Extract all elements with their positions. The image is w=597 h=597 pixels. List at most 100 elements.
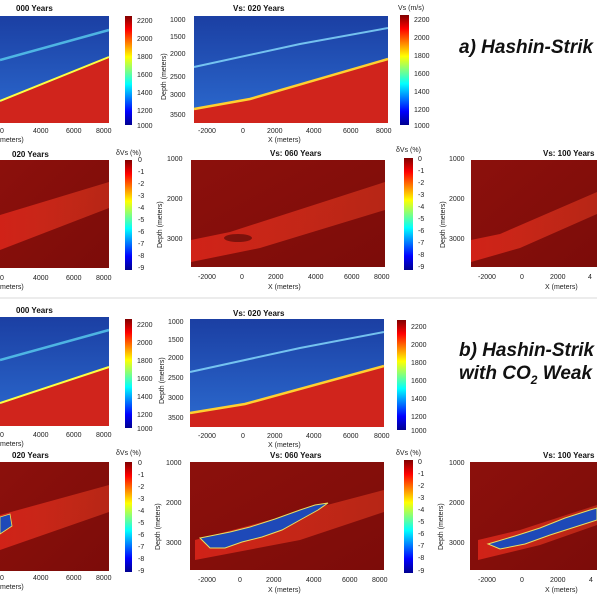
x-axis-label: meters)	[0, 284, 24, 291]
y-axis-label: Depth (meters)	[157, 201, 164, 248]
x-tick: 8000	[372, 577, 388, 584]
x-tick: 2000	[268, 274, 284, 281]
cbar-tick: -4	[418, 204, 424, 211]
x-tick: 0	[238, 577, 242, 584]
panel-a-dvs-060: Vs: 060 Years δVs (%) 1000 2000 3000 Dep…	[157, 147, 424, 291]
x-axis-label: meters)	[0, 441, 24, 448]
y-tick: 3000	[166, 540, 182, 547]
panel-title: Vs: 020 Years	[233, 4, 285, 13]
cbar-tick: 1400	[137, 90, 153, 97]
cbar-tick: -9	[138, 568, 144, 575]
y-tick: 3000	[167, 236, 183, 243]
y-ticks: 1000 2000 3000	[167, 156, 183, 243]
x-axis-label: meters)	[0, 584, 24, 591]
high-velocity-layer	[0, 58, 109, 123]
x-tick: 0	[0, 128, 4, 135]
low-velocity-streak	[0, 328, 110, 362]
cbar-tick: -5	[138, 520, 144, 527]
cbar-tick: -7	[138, 544, 144, 551]
x-tick: -2000	[198, 433, 216, 440]
section-a-heading: a) Hashin-Strik	[459, 37, 595, 58]
x-axis-label: X (meters)	[268, 442, 301, 449]
low-velocity-streak	[0, 28, 110, 62]
x-tick: 2000	[550, 274, 566, 281]
panel-b-dvs-060: Vs: 060 Years δVs (%) 1000 2000 3000 Dep…	[155, 450, 424, 594]
cbar-tick: -6	[138, 229, 144, 236]
colorbar-ticks: 0 -1 -2 -3 -4 -5 -6 -7 -8 -9	[418, 459, 424, 575]
y-tick: 2000	[166, 500, 182, 507]
x-tick: 8000	[374, 274, 390, 281]
x-tick: 0	[241, 128, 245, 135]
cbar-tick: 1400	[414, 89, 430, 96]
cbar-tick: -8	[418, 555, 424, 562]
colorbar	[400, 15, 409, 125]
velocity-change-plume	[0, 485, 109, 550]
y-axis-label: Depth (meters)	[438, 503, 445, 550]
x-tick: 6000	[66, 432, 82, 439]
x-ticks: -2000 0 2000 4	[478, 577, 593, 584]
colorbar-label: δVs (%)	[116, 450, 141, 457]
cbar-tick: 1600	[414, 71, 430, 78]
cbar-tick: 1400	[137, 394, 153, 401]
y-tick: 1000	[449, 460, 465, 467]
cbar-tick: 2200	[137, 18, 153, 25]
x-tick: 0	[241, 433, 245, 440]
cbar-tick: 1800	[137, 358, 153, 365]
x-tick: 8000	[96, 275, 112, 282]
section-b-heading: b) Hashin-Strik	[459, 340, 596, 361]
cbar-tick: 1200	[137, 108, 153, 115]
cbar-tick: -5	[418, 216, 424, 223]
x-axis-label: meters)	[0, 137, 24, 144]
x-ticks: -2000 0 2000 4	[478, 274, 592, 281]
cbar-tick: -8	[418, 252, 424, 259]
low-velocity-streak	[189, 331, 385, 373]
panel-a-vs-020: Vs: 020 Years Vs (m/s) 1000 1500 2000 25…	[161, 4, 430, 144]
x-axis-label: X (meters)	[545, 587, 578, 594]
panel-title: Vs: 060 Years	[270, 149, 322, 158]
cbar-tick: -7	[138, 241, 144, 248]
panel-title: Vs: 100 Years	[543, 149, 595, 158]
panel-title: 020 Years	[12, 150, 49, 159]
cbar-tick: -1	[418, 168, 424, 175]
cbar-tick: 1400	[411, 396, 427, 403]
cbar-tick: -5	[418, 519, 424, 526]
x-tick: -2000	[198, 128, 216, 135]
x-tick: 0	[520, 274, 524, 281]
y-tick: 2000	[170, 51, 186, 58]
velocity-change-plume	[191, 182, 385, 262]
y-ticks: 1000 1500 2000 2500 3000 3500	[168, 319, 184, 422]
cbar-tick: 1000	[137, 426, 153, 433]
colorbar-label: Vs (m/s)	[398, 5, 424, 12]
panel-a-dvs-100: Vs: 100 Years 1000 2000 3000 Depth (mete…	[440, 149, 597, 291]
x-tick: 4	[589, 577, 593, 584]
y-tick: 1000	[449, 156, 465, 163]
cbar-tick: 1800	[137, 54, 153, 61]
y-ticks: 1000 2000 3000	[166, 460, 182, 547]
y-axis-label: Depth (meters)	[161, 53, 168, 100]
colorbar	[397, 320, 406, 430]
cbar-tick: 0	[418, 156, 422, 163]
x-axis-label: X (meters)	[268, 284, 301, 291]
panel-a-dvs-020: 020 Years δVs (%) 0 4000 6000 8000 meter…	[0, 150, 144, 291]
x-tick: 8000	[374, 433, 390, 440]
cbar-tick: -6	[418, 228, 424, 235]
x-tick: 2000	[267, 433, 283, 440]
cbar-tick: -2	[418, 180, 424, 187]
cbar-tick: -2	[418, 483, 424, 490]
x-tick: 0	[0, 275, 4, 282]
colorbar-ticks: 2200 2000 1800 1600 1400 1200 1000	[137, 18, 153, 130]
low-velocity-streak	[193, 27, 389, 68]
x-axis-label: X (meters)	[545, 284, 578, 291]
heading-subscript: 2	[530, 373, 538, 387]
y-tick: 1500	[170, 34, 186, 41]
x-tick: 6000	[344, 274, 360, 281]
cbar-tick: -6	[138, 532, 144, 539]
colorbar-ticks: 2200 2000 1800 1600 1400 1200 1000	[137, 322, 153, 433]
cbar-tick: -4	[418, 507, 424, 514]
y-axis-label: Depth (meters)	[440, 201, 447, 248]
panel-b-dvs-020: 020 Years δVs (%) 0 4000 6000 8000 meter…	[0, 450, 144, 591]
panel-b-vs-000: 000 Years 0 4000 6000 8000 meters) 2200 …	[0, 306, 153, 448]
x-tick: 0	[520, 577, 524, 584]
y-tick: 3500	[168, 415, 184, 422]
